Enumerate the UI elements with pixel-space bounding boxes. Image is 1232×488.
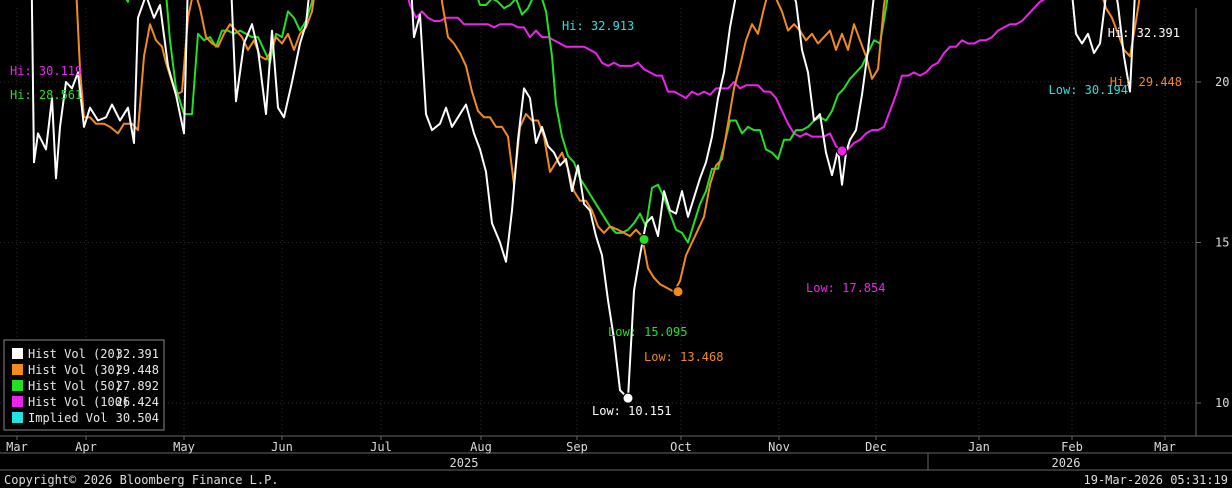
legend-box: [3, 339, 165, 431]
year-labels: 2025 2026: [450, 456, 1081, 470]
annotation-dot: [836, 145, 848, 157]
x-tick-labels: Mar Apr May Jun Jul Aug Sep Oct Nov Dec Jan Feb Mar: [6, 436, 1176, 454]
annotation-markers: Hi: 30.119 Hi: 28.561 Hi: 32.913 Hi: 32.391…: [10, 19, 1182, 418]
x-tick-label: Mar: [1154, 440, 1176, 454]
x-tick-label: Mar: [6, 440, 28, 454]
y-tick-labels: 1015202530: [1196, 75, 1229, 410]
annotation-label: Hi: 29.448: [1110, 75, 1182, 89]
y-tick-label: 10: [1215, 396, 1229, 410]
x-tick-label: Jun: [271, 440, 293, 454]
annotation-label: Hi: 30.119: [10, 64, 82, 78]
x-tick-label: Sep: [566, 440, 588, 454]
timestamp-text: 19-Mar-2026 05:31:19: [1084, 473, 1229, 487]
x-tick-label: Nov: [768, 440, 790, 454]
series-line-hist-vol-100: [407, 0, 1046, 152]
legend-swatch: [12, 364, 23, 375]
year-label: 2025: [450, 456, 479, 470]
legend-series-name: Hist Vol (50): [28, 379, 122, 393]
annotation-label: Low: 15.095: [608, 325, 687, 339]
legend-series-value: 29.448: [116, 363, 159, 377]
legend-series-name: Hist Vol (20): [28, 347, 122, 361]
x-tick-label: Aug: [470, 440, 492, 454]
footer: Copyright© 2026 Bloomberg Finance L.P. 1…: [4, 473, 1228, 487]
axes: [0, 8, 1232, 471]
copyright-text: Copyright© 2026 Bloomberg Finance L.P.: [4, 473, 279, 487]
legend-series-value: 26.424: [116, 395, 159, 409]
legend: Hist Vol (20)32.391 Hist Vol (30)29.448 Hi…: [3, 339, 165, 431]
year-label: 2026: [1052, 456, 1081, 470]
x-tick-label: Jul: [370, 440, 392, 454]
y-tick-label: 15: [1215, 236, 1229, 250]
annotation-label: Low: 10.151: [592, 404, 671, 418]
x-tick-label: May: [173, 440, 195, 454]
legend-swatch: [12, 396, 23, 407]
x-tick-label: Dec: [865, 440, 887, 454]
x-tick-label: Apr: [75, 440, 97, 454]
annotation-dot: [672, 286, 684, 298]
legend-swatch: [12, 412, 23, 423]
legend-series-value: 32.391: [116, 347, 159, 361]
annotation-label: Hi: 28.561: [10, 88, 82, 102]
series-line-hist-vol-50: [125, 0, 889, 244]
legend-series-value: 30.504: [116, 411, 159, 425]
legend-series-name: Hist Vol (30): [28, 363, 122, 377]
annotation-label: Hi: 32.913: [562, 19, 634, 33]
series-lines: [30, 0, 1141, 400]
legend-series-name: Hist Vol (100): [28, 395, 129, 409]
annotation-label: Low: 13.468: [644, 350, 723, 364]
legend-swatch: [12, 380, 23, 391]
legend-swatch: [12, 348, 23, 359]
series-line-hist-vol-20: [30, 0, 1136, 400]
legend-series-value: 27.892: [116, 379, 159, 393]
annotation-label: Hi: 32.391: [1108, 26, 1180, 40]
x-tick-label: Feb: [1061, 440, 1083, 454]
x-tick-label: Jan: [968, 440, 990, 454]
x-tick-label: Oct: [670, 440, 692, 454]
annotation-dot: [622, 392, 634, 404]
annotation-label: Low: 30.194: [1049, 83, 1128, 97]
annotation-dot: [638, 233, 650, 245]
annotation-label: Low: 17.854: [806, 281, 885, 295]
y-tick-label: 20: [1215, 75, 1229, 89]
legend-series-name: Implied Vol: [28, 411, 107, 425]
